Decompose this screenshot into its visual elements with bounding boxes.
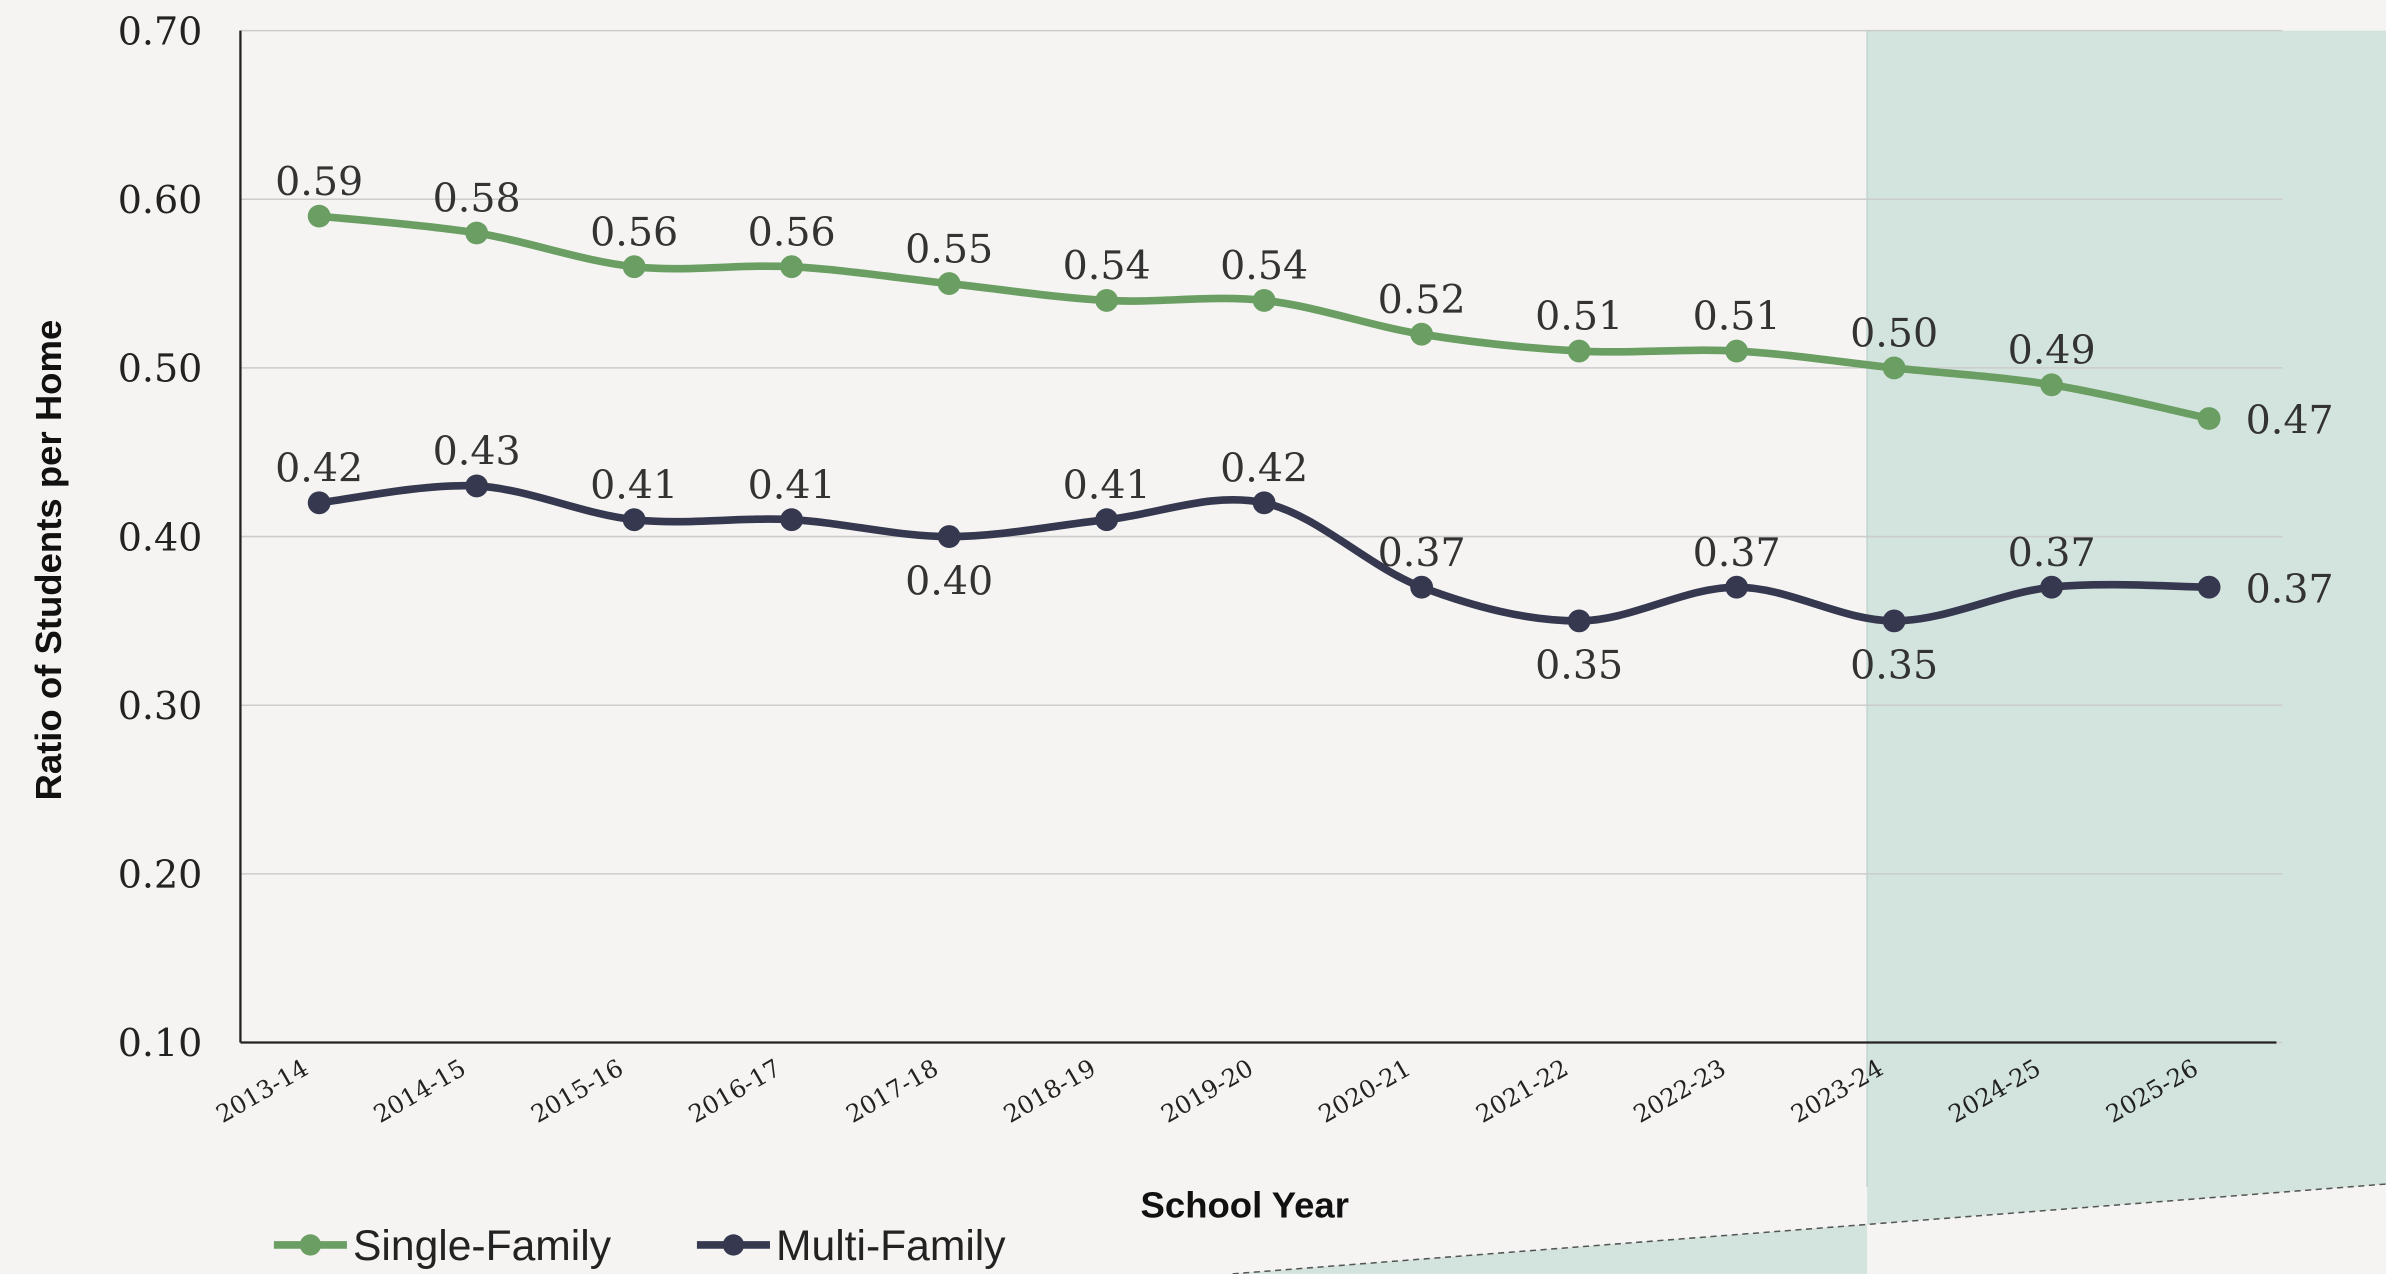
data-point [1725,339,1749,363]
data-label: 0.47 [2246,398,2334,444]
data-label: 0.59 [275,159,363,205]
y-tick-label: 0.60 [118,178,203,222]
data-label: 0.37 [1693,530,1781,576]
data-point [2197,407,2221,430]
legend-label: Single-Family [353,1222,612,1270]
data-label: 0.56 [590,209,678,255]
x-tick-label: 2016-17 [683,1053,785,1129]
data-label: 0.35 [1535,643,1623,689]
data-label: 0.55 [905,226,993,272]
data-label: 0.37 [1378,530,1466,576]
data-label: 0.43 [433,429,521,475]
data-label: 0.41 [1063,462,1151,508]
data-point [780,508,804,532]
x-tick-label: 2021-22 [1471,1053,1573,1129]
data-label: 0.41 [748,462,836,508]
data-point [465,474,489,498]
data-point [1095,289,1119,312]
data-point [1252,491,1276,515]
data-label: 0.37 [2008,530,2096,576]
x-tick-label: 2017-18 [841,1053,943,1129]
data-label: 0.56 [748,209,836,255]
data-point [307,204,331,228]
x-tick-label: 2015-16 [526,1053,628,1129]
data-point [1095,508,1119,532]
data-label: 0.52 [1378,277,1466,323]
x-axis-label: School Year [1141,1185,1349,1226]
data-label: 0.37 [2246,566,2334,612]
data-point [622,255,646,279]
data-point [1252,289,1276,312]
legend-marker [722,1234,745,1256]
data-label: 0.49 [2008,327,2096,373]
data-label: 0.40 [905,558,993,604]
x-tick-label: 2022-23 [1628,1053,1730,1129]
data-label: 0.41 [590,462,678,508]
y-tick-label: 0.70 [118,9,203,53]
data-point [937,272,961,296]
x-tick-label: 2013-14 [211,1053,313,1129]
x-tick-label: 2018-19 [998,1053,1100,1129]
data-point [1882,356,1906,380]
data-point [622,508,646,532]
data-point [2197,575,2221,599]
legend-marker [299,1234,322,1256]
data-point [1567,609,1591,633]
x-tick-label: 2014-15 [368,1053,470,1129]
x-tick-label: 2019-20 [1156,1053,1258,1129]
data-label: 0.54 [1063,243,1151,289]
data-point [1410,575,1434,599]
data-point [2040,575,2064,599]
data-point [1567,339,1591,363]
data-point [2040,373,2064,397]
shade-edge [1232,1183,2386,1274]
y-tick-label: 0.10 [118,1021,203,1065]
y-tick-label: 0.40 [118,515,203,559]
data-point [780,255,804,279]
data-label: 0.58 [433,176,521,222]
data-point [465,221,489,245]
data-label: 0.42 [1220,446,1308,492]
y-axis-label: Ratio of Students per Home [28,320,69,801]
y-tick-label: 0.20 [118,853,203,897]
y-tick-label: 0.50 [118,347,203,391]
projection-shade [1232,30,2386,1274]
data-label: 0.51 [1693,294,1781,340]
data-label: 0.42 [275,446,363,492]
data-point [1882,609,1906,633]
legend-label: Multi-Family [776,1222,1006,1270]
data-label: 0.50 [1850,311,1938,357]
data-point [307,491,331,515]
x-tick-label: 2020-21 [1313,1053,1415,1129]
y-tick-label: 0.30 [118,684,203,728]
data-point [1410,322,1434,346]
data-label: 0.54 [1220,243,1308,289]
data-point [1725,575,1749,599]
data-label: 0.35 [1850,643,1938,689]
data-label: 0.51 [1535,294,1623,340]
data-point [937,525,961,548]
